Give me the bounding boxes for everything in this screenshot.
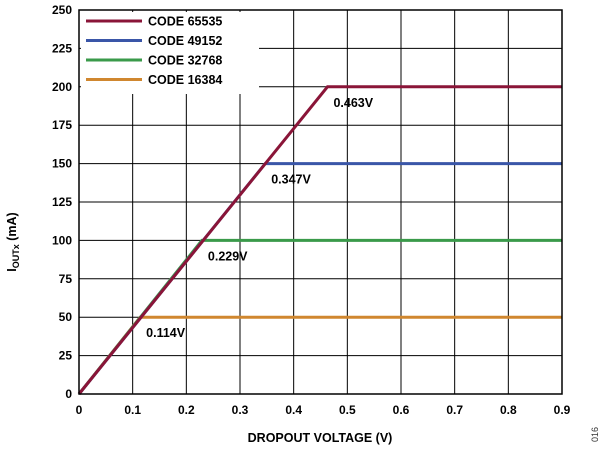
legend-label-2: CODE 32768 bbox=[148, 54, 222, 68]
y-axis-title-main: I bbox=[5, 268, 19, 271]
y-tick-label-7: 175 bbox=[52, 118, 72, 132]
y-tick-label-8: 200 bbox=[52, 80, 72, 94]
y-axis-title-subscript: OUTx bbox=[11, 244, 21, 268]
x-tick-label-2: 0.2 bbox=[178, 403, 195, 417]
y-tick-label-0: 0 bbox=[65, 387, 72, 401]
y-tick-label-5: 125 bbox=[52, 195, 72, 209]
y-axis-title: IOUTx (mA) bbox=[5, 212, 21, 271]
x-tick-label-3: 0.3 bbox=[232, 403, 249, 417]
x-axis-title: DROPOUT VOLTAGE (V) bbox=[248, 431, 393, 445]
x-tick-label-7: 0.7 bbox=[446, 403, 463, 417]
x-tick-label-5: 0.5 bbox=[339, 403, 356, 417]
figure-number: 016 bbox=[590, 427, 600, 442]
x-tick-label-6: 0.6 bbox=[393, 403, 410, 417]
annotation-label-0: 0.463V bbox=[333, 96, 373, 110]
x-tick-label-4: 0.4 bbox=[285, 403, 302, 417]
y-tick-label-1: 25 bbox=[59, 349, 73, 363]
annotation-label-2: 0.229V bbox=[208, 249, 248, 263]
y-axis-title-unit: (mA) bbox=[5, 212, 19, 244]
x-tick-labels: 0 0.1 0.2 0.3 0.4 0.5 0.6 0.7 0.8 0.9 bbox=[76, 403, 571, 417]
x-tick-label-8: 0.8 bbox=[500, 403, 517, 417]
annotation-label-1: 0.347V bbox=[271, 173, 311, 187]
legend: CODE 65535 CODE 49152 CODE 32768 CODE 16384 bbox=[86, 15, 222, 87]
y-tick-labels: 0 25 50 75 100 125 150 175 200 225 250 bbox=[52, 3, 72, 401]
series-layer bbox=[77, 85, 562, 395]
y-tick-label-10: 250 bbox=[52, 3, 72, 17]
x-tick-label-0: 0 bbox=[76, 403, 83, 417]
legend-label-0: CODE 65535 bbox=[148, 15, 222, 29]
annotations: 0.463V 0.347V 0.229V 0.114V bbox=[146, 96, 374, 340]
plot-frame bbox=[78, 9, 563, 395]
annotation-label-3: 0.114V bbox=[146, 326, 186, 340]
y-tick-label-9: 225 bbox=[52, 41, 72, 55]
y-tick-label-2: 50 bbox=[59, 310, 73, 324]
x-tick-label-1: 0.1 bbox=[124, 403, 141, 417]
legend-label-1: CODE 49152 bbox=[148, 34, 222, 48]
legend-label-3: CODE 16384 bbox=[148, 73, 222, 87]
y-tick-label-6: 150 bbox=[52, 157, 72, 171]
series-line-0 bbox=[77, 85, 562, 395]
y-tick-label-3: 75 bbox=[59, 272, 73, 286]
y-tick-label-4: 100 bbox=[52, 233, 72, 247]
x-tick-label-9: 0.9 bbox=[554, 403, 571, 417]
